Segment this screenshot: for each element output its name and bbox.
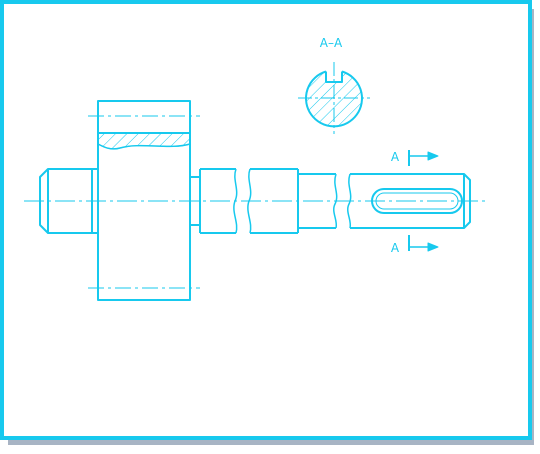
shaft-segment-1 [199,168,238,234]
shaft-segment-2 [247,168,299,234]
shaft-segment-3 [298,173,338,229]
hub-shoulder [190,176,200,226]
cutting-plane-top [408,150,439,166]
cut-label-bottom: A [391,241,400,255]
right-shaft-end [347,173,471,229]
sheet-frame [0,0,534,445]
section-view [298,62,370,134]
cutting-plane-bottom [408,235,439,252]
section-title: A–A [320,36,343,50]
cut-label-top: A [391,150,400,164]
gear-hub [88,100,200,301]
keyway-slot [371,188,463,214]
left-shaft-end [39,168,98,234]
